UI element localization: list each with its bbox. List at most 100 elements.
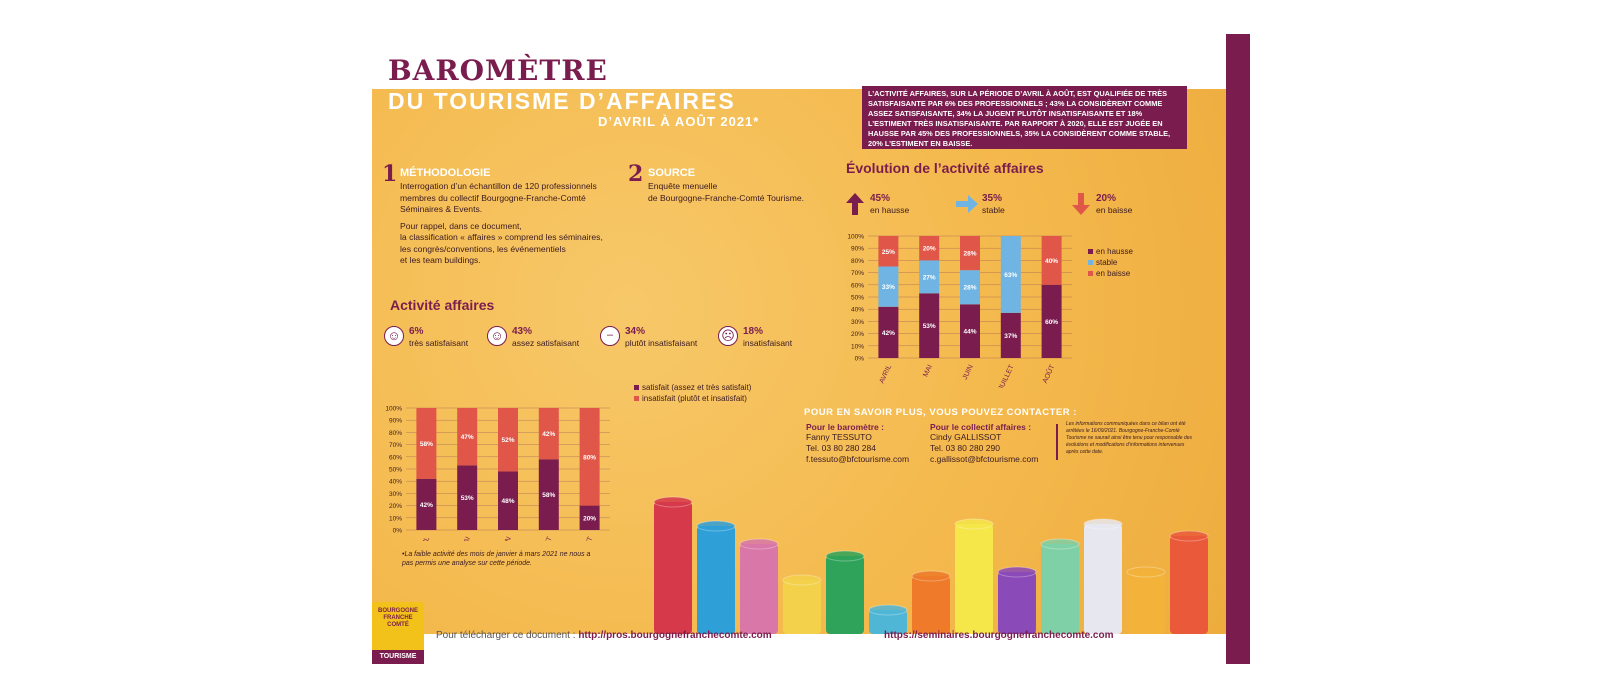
methodology-heading: MÉTHODOLOGIE: [400, 167, 491, 179]
methodology-text: Interrogation d’un échantillon de 120 pr…: [400, 181, 603, 265]
data-label: 20%: [923, 246, 936, 253]
chalk-stick: [654, 502, 692, 634]
x-tick-label: JUIN: [962, 364, 975, 381]
chalk-stick: [1170, 536, 1208, 634]
footer-site: https://seminaires.bourgognefranchecomte…: [884, 630, 1114, 641]
x-tick-label: AVRIL: [879, 364, 894, 385]
y-tick-label: 40%: [851, 307, 864, 314]
activite-pct-1: 6%: [409, 326, 424, 337]
chalk-top: [1169, 530, 1209, 542]
contact-collectif-email[interactable]: c.gallissot@bfctourisme.com: [930, 454, 1039, 464]
bar-segment: [1000, 236, 1021, 313]
x-tick-label: AOÛT: [1040, 362, 1057, 384]
sad-face-icon: ☹: [718, 326, 738, 346]
data-label: 47%: [461, 434, 474, 441]
evolution-label-2: stable: [982, 205, 1005, 215]
bar-segment: [416, 408, 437, 479]
y-tick-label: 100%: [847, 234, 864, 241]
legend-label: en hausse: [1096, 247, 1133, 256]
data-label: 25%: [882, 249, 895, 256]
chalk-stick: [912, 576, 950, 634]
data-label: 20%: [583, 515, 596, 522]
bar-segment: [1041, 284, 1062, 358]
chalk-stick: [1084, 524, 1122, 634]
bar-segment: [960, 236, 980, 271]
activite-pct-4: 18%: [743, 326, 764, 337]
evolution-label-1: en hausse: [870, 205, 910, 215]
chalk-stick: [697, 526, 735, 634]
contact-barometre: Pour le baromètre : Fanny TESSUTO Tel. 0…: [806, 422, 926, 465]
data-label: 42%: [882, 330, 895, 337]
x-tick-label: AVRIL: [417, 536, 432, 541]
contact-collectif-role: Pour le collectif affaires :: [930, 422, 1032, 432]
y-tick-label: 50%: [851, 295, 864, 302]
chalk-top: [1083, 518, 1123, 530]
legend-label: satisfait (assez et très satisfait): [642, 383, 752, 392]
x-tick-label: MAI: [460, 536, 472, 541]
y-tick-label: 40%: [389, 479, 402, 486]
activite-chart: 0% 10% 20% 30% 40% 50% 60% 70% 80% 90% 100% 42% 58% A…: [372, 366, 792, 564]
data-label: 27%: [923, 274, 936, 281]
chalk-top: [997, 566, 1037, 578]
source-text: Enquête menuelle de Bourgogne-Franche-Co…: [648, 181, 805, 203]
bar-segment: [579, 505, 600, 530]
neutral-face-icon: ☺: [487, 326, 507, 346]
contact-barometre-tel: Tel. 03 80 280 284: [806, 443, 876, 453]
x-tick-label: MAI: [922, 364, 934, 378]
y-tick-label: 70%: [851, 270, 864, 277]
logo-bar: TOURISME: [372, 650, 424, 664]
y-tick-label: 0%: [393, 528, 403, 535]
y-tick-label: 80%: [851, 258, 864, 265]
data-label: 42%: [420, 502, 433, 509]
y-tick-label: 10%: [851, 343, 864, 350]
evolution-pct-3: 20%: [1096, 193, 1117, 204]
methodology-number: 1: [382, 161, 398, 187]
logo: [372, 602, 424, 650]
data-label: 53%: [461, 495, 474, 502]
bar-segment: [919, 260, 940, 294]
activite-heading: Activité affaires: [390, 297, 495, 313]
legend-label: insatisfait (plutôt et insatisfait): [642, 394, 747, 403]
legend-swatch: [1088, 271, 1093, 276]
chalk-decoration: [653, 496, 1209, 634]
contact-barometre-email[interactable]: f.tessuto@bfctourisme.com: [806, 454, 910, 464]
chalk-stick: [1041, 544, 1079, 634]
chalk-stick: [826, 556, 864, 634]
bar-segment: [919, 236, 940, 261]
data-label: 80%: [583, 454, 596, 461]
y-tick-label: 20%: [389, 503, 402, 510]
chalk-stick: [998, 572, 1036, 634]
bar-segment: [498, 408, 518, 472]
chalk-top: [1040, 538, 1080, 550]
data-label: 44%: [963, 329, 976, 336]
poster-background: [372, 89, 1226, 634]
legend-swatch: [634, 385, 639, 390]
footer-site-link[interactable]: https://seminaires.bourgognefranchecomte…: [884, 630, 1114, 641]
activite-pct-2: 43%: [512, 326, 533, 337]
y-tick-label: 70%: [389, 442, 402, 449]
y-tick-label: 50%: [389, 467, 402, 474]
bar-segment: [538, 408, 559, 460]
activite-label-4: insatisfaisant: [743, 338, 793, 348]
data-label: 28%: [963, 251, 976, 258]
data-label: 33%: [882, 284, 895, 291]
contact-barometre-name: Fanny TESSUTO: [806, 432, 872, 442]
data-label: 37%: [1004, 333, 1017, 340]
title-line-2: DU TOURISME D’AFFAIRES: [388, 88, 736, 114]
bar-segment: [1000, 312, 1021, 358]
chalk-top: [954, 518, 994, 530]
footer-download-link[interactable]: http://pros.bourgognefranchecomte.com: [578, 630, 772, 641]
bar-segment: [960, 270, 980, 305]
bar-segment: [457, 408, 478, 466]
arrow-up-icon: [846, 193, 864, 215]
footnote: •La faible activité des mois de janvier …: [402, 551, 591, 567]
summary-box: L’activité affaires, sur la période d’av…: [862, 86, 1187, 149]
evolution-label-3: en baisse: [1096, 205, 1133, 215]
footer-download-prefix: Pour télécharger ce document :: [436, 630, 576, 641]
disclaimer: Les informations communiquées dans ce bi…: [1066, 421, 1193, 455]
y-tick-label: 20%: [851, 331, 864, 338]
data-label: 60%: [1045, 319, 1058, 326]
contact-collectif-name: Cindy GALLISSOT: [930, 432, 1002, 442]
flat-face-icon: –: [600, 326, 620, 346]
data-label: 58%: [420, 441, 433, 448]
